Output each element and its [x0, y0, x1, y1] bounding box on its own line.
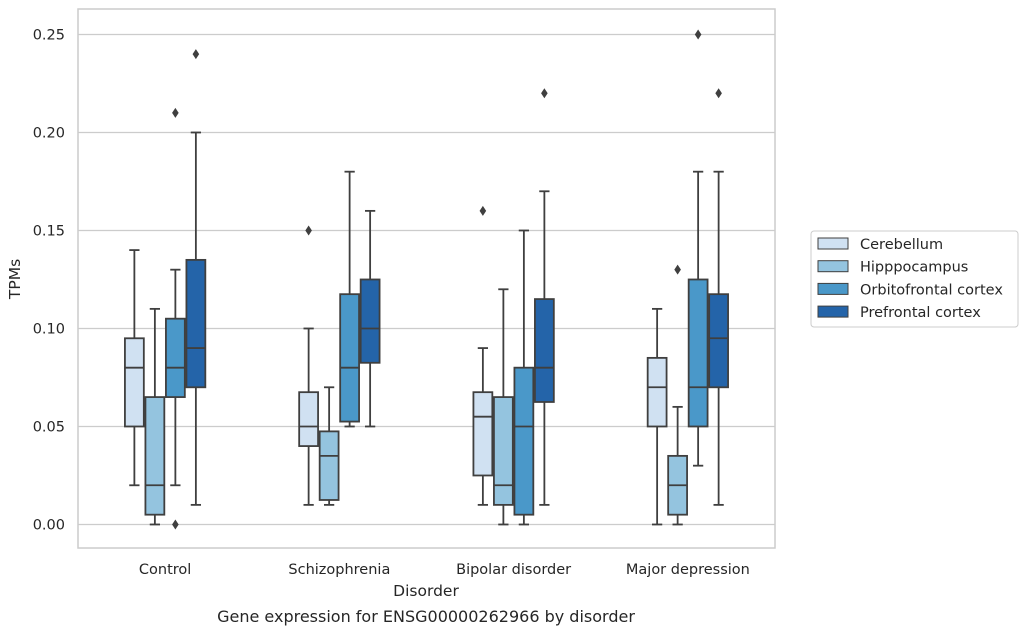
- y-tick-label: 0.05: [33, 419, 65, 435]
- box-prefrontal-cortex: [534, 88, 555, 506]
- y-tick-label: 0.15: [33, 223, 65, 239]
- legend-label: Cerebellum: [860, 237, 943, 253]
- box-cerebellum: [124, 249, 145, 487]
- iqr-box: [513, 366, 535, 516]
- iqr-box: [318, 430, 340, 501]
- box-prefrontal-cortex: [708, 88, 729, 506]
- box-cerebellum: [298, 225, 319, 506]
- iqr-box: [708, 293, 729, 389]
- box-hipppocampus: [144, 307, 166, 526]
- outlier-point: [674, 264, 681, 275]
- legend-label: Hipppocampus: [860, 260, 968, 276]
- box-orbitofrontal-cortex: [687, 29, 709, 467]
- iqr-box: [185, 258, 207, 389]
- iqr-box: [124, 337, 145, 428]
- legend-swatch: [817, 305, 849, 318]
- outlier-point: [541, 88, 548, 99]
- outlier-point: [305, 225, 312, 236]
- x-tick-label: Schizophrenia: [288, 562, 390, 578]
- legend: Cerebellum Hipppocampus Orbitofrontal cort…: [810, 230, 1019, 328]
- y-axis-label: TPMs: [6, 259, 24, 300]
- box-orbitofrontal-cortex: [513, 229, 535, 526]
- box-hipppocampus: [667, 264, 688, 526]
- y-tick-label: 0.20: [33, 125, 65, 141]
- legend-swatch: [817, 282, 849, 295]
- boxes: [124, 29, 729, 530]
- box-hipppocampus: [318, 386, 340, 506]
- outlier-point: [479, 205, 487, 216]
- iqr-box: [298, 391, 319, 447]
- x-tick-labels: Control Schizophrenia Bipolar disorder Majo…: [139, 562, 750, 578]
- iqr-box: [534, 298, 555, 403]
- outlier-point: [715, 88, 722, 99]
- legend-swatch: [817, 237, 849, 250]
- outlier-point: [694, 29, 702, 40]
- box-hipppocampus: [493, 288, 514, 526]
- box-cerebellum: [472, 205, 494, 506]
- plot-frame: [77, 8, 776, 549]
- iqr-box: [687, 278, 709, 428]
- y-tick-label: 0.25: [33, 27, 65, 43]
- box-orbitofrontal-cortex: [165, 107, 186, 530]
- iqr-box: [144, 396, 166, 516]
- outlier-point: [192, 49, 200, 60]
- y-tick-labels: 0.00 0.05 0.10 0.15 0.20 0.25: [33, 27, 65, 533]
- box-orbitofrontal-cortex: [339, 170, 360, 428]
- outlier-point: [172, 519, 179, 530]
- legend-frame: [810, 230, 1019, 328]
- iqr-box: [339, 293, 360, 423]
- iqr-box: [165, 317, 186, 398]
- box-cerebellum: [646, 307, 668, 526]
- iqr-box: [646, 356, 668, 428]
- y-tick-label: 0.10: [33, 321, 65, 337]
- legend-swatch: [817, 260, 849, 273]
- box-prefrontal-cortex: [359, 209, 381, 428]
- x-tick-label: Bipolar disorder: [456, 562, 571, 578]
- x-tick-label: Control: [139, 562, 191, 578]
- iqr-box: [493, 396, 514, 506]
- outlier-point: [172, 107, 179, 118]
- box-prefrontal-cortex: [185, 49, 207, 506]
- iqr-box: [472, 391, 494, 477]
- x-axis-label: Disorder: [393, 582, 459, 600]
- x-tick-label: Major depression: [626, 562, 750, 578]
- iqr-box: [359, 278, 381, 364]
- legend-label: Prefrontal cortex: [860, 305, 981, 321]
- y-tick-label: 0.00: [33, 517, 65, 533]
- legend-label: Orbitofrontal cortex: [860, 282, 1003, 298]
- chart-caption: Gene expression for ENSG00000262966 by d…: [217, 607, 635, 626]
